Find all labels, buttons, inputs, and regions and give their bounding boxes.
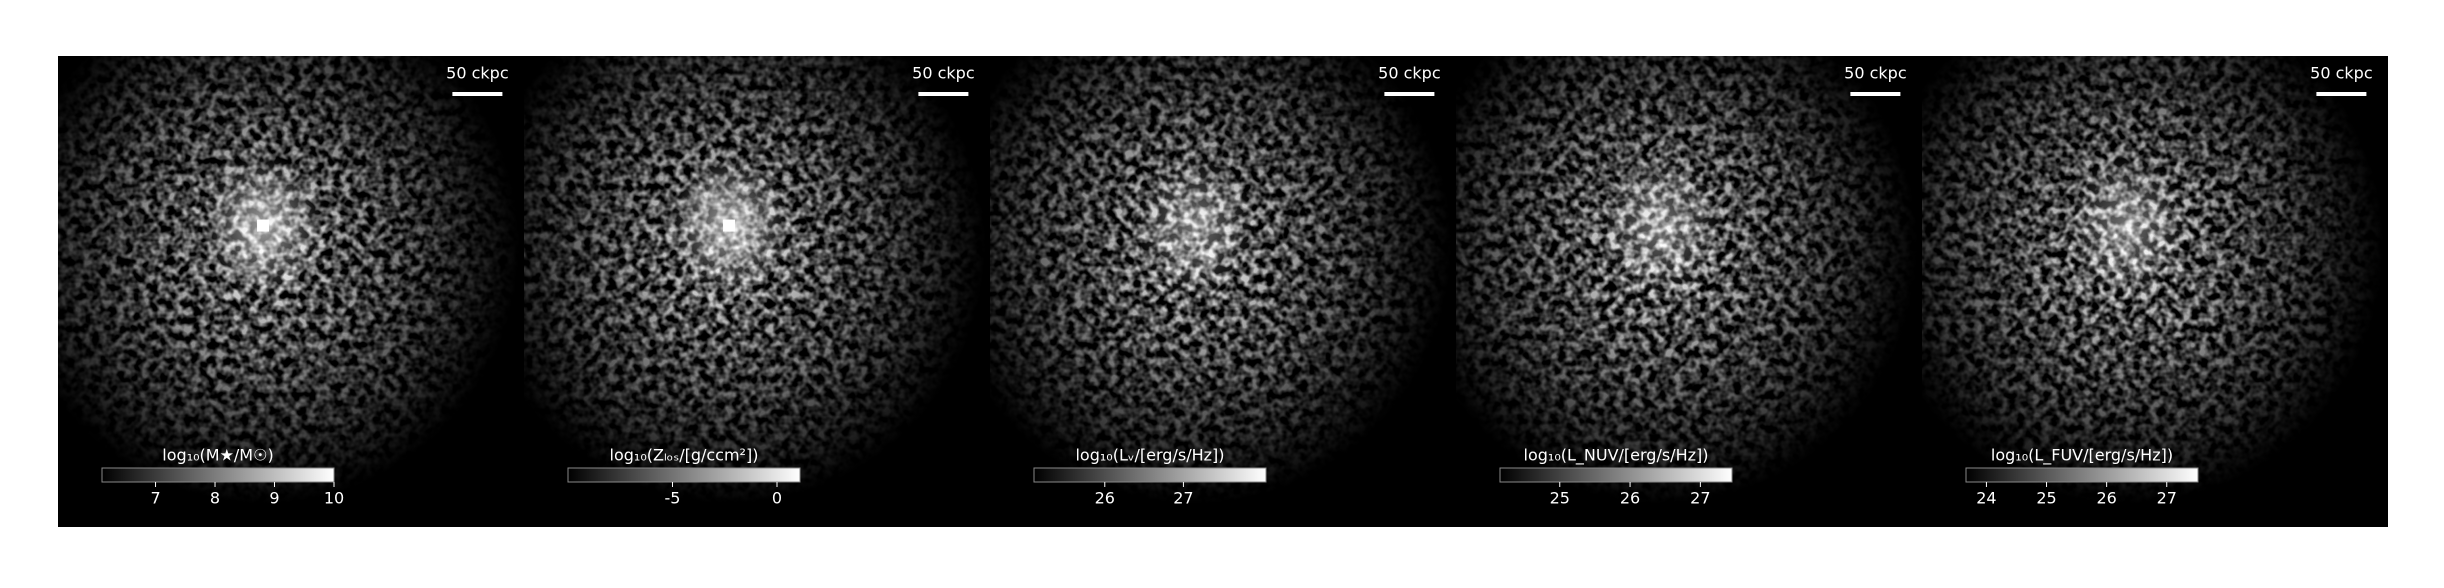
colorbar	[1965, 467, 2199, 483]
scale-bar-label: 50 ckpc	[446, 64, 508, 83]
colorbar-tick-label: 8	[210, 489, 220, 508]
colorbar-tick-label: 0	[772, 489, 782, 508]
colorbar-tick-label: 9	[269, 489, 279, 508]
scale-bar-label: 50 ckpc	[2310, 64, 2372, 83]
density-map	[990, 56, 1456, 527]
panel: 50 ckpc log₁₀(M★/M☉) 7 8 9 10	[58, 56, 524, 527]
panel: 50 ckpc log₁₀(L_FUV/[erg/s/Hz]) 24 25 26 27	[1922, 56, 2388, 527]
colorbar-tick-label: 27	[1173, 489, 1193, 508]
density-map	[58, 56, 524, 527]
colorbar-tick-label: 27	[1690, 489, 1710, 508]
density-core	[1135, 155, 1256, 296]
colorbar-label: log₁₀(Lᵥ/[erg/s/Hz])	[1075, 446, 1224, 465]
colorbar-tick-label: 10	[324, 489, 344, 508]
colorbar-label: log₁₀(L_NUV/[erg/s/Hz])	[1524, 446, 1709, 466]
central-pixel	[257, 219, 270, 232]
density-map	[524, 56, 990, 527]
colorbar	[1499, 467, 1733, 483]
density-map	[1456, 56, 1922, 527]
scale-bar-label: 50 ckpc	[1378, 64, 1440, 83]
density-map	[1922, 56, 2388, 527]
colorbar	[101, 467, 335, 483]
colorbar-label: log₁₀(M★/M☉)	[162, 446, 273, 465]
density-core	[1601, 155, 1722, 296]
colorbar-tick-label: 26	[1620, 489, 1640, 508]
colorbar-label: log₁₀(Zₗₒₛ/[g/ccm²])	[610, 446, 759, 465]
colorbar-tick-label: 25	[2036, 489, 2056, 508]
colorbar-tick-label: 25	[1550, 489, 1570, 508]
density-core	[2067, 155, 2188, 296]
colorbar-tick-label: 26	[1095, 489, 1115, 508]
scale-bar-label: 50 ckpc	[912, 64, 974, 83]
colorbar-label: log₁₀(L_FUV/[erg/s/Hz])	[1991, 446, 2173, 466]
scale-bar-label: 50 ckpc	[1844, 64, 1906, 83]
colorbar-tick-label: 27	[2157, 489, 2177, 508]
colorbar	[1033, 467, 1267, 483]
panel: 50 ckpc log₁₀(Lᵥ/[erg/s/Hz]) 26 27	[990, 56, 1456, 527]
panel: 50 ckpc log₁₀(Zₗₒₛ/[g/ccm²]) -5 0	[524, 56, 990, 527]
colorbar-tick-label: -5	[665, 489, 681, 508]
colorbar	[567, 467, 801, 483]
colorbar-tick-label: 26	[2096, 489, 2116, 508]
central-pixel	[723, 219, 736, 232]
panel: 50 ckpc log₁₀(L_NUV/[erg/s/Hz]) 25 26 27	[1456, 56, 1922, 527]
colorbar-tick-label: 7	[150, 489, 160, 508]
colorbar-tick-label: 24	[1976, 489, 1996, 508]
